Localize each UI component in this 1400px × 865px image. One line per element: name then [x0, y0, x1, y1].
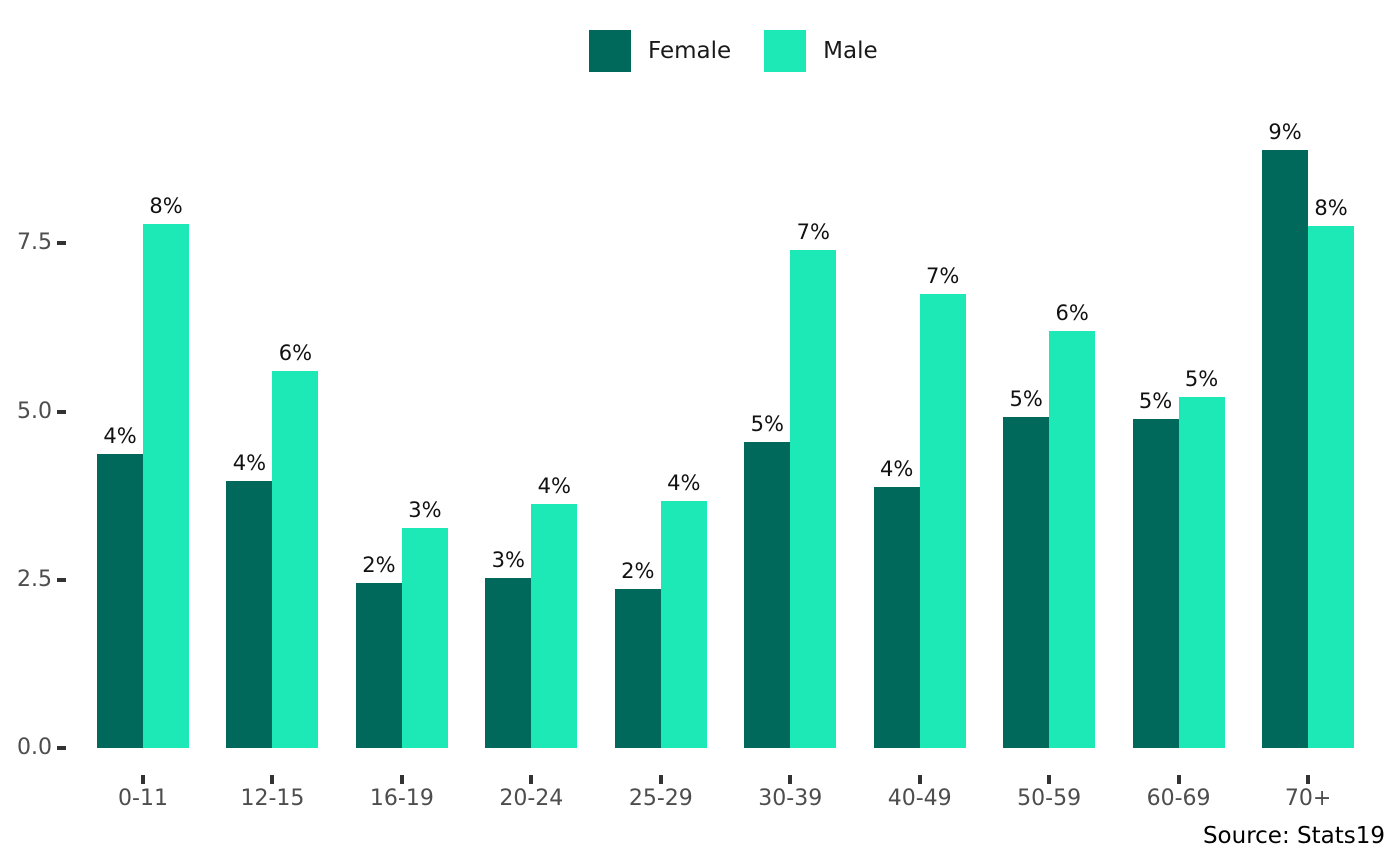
bar-female: [1262, 149, 1309, 748]
x-axis-tick-label: 30-39: [758, 786, 823, 811]
bar-female: [614, 589, 661, 748]
x-axis-tick: [270, 775, 275, 784]
legend-item-male: Male: [764, 30, 893, 72]
bar-male: [1049, 330, 1096, 748]
bar-male: [531, 503, 578, 748]
bar-male: [401, 527, 448, 748]
bar-value-label: 5%: [1138, 388, 1173, 413]
x-axis-tick-label: 70+: [1284, 786, 1332, 811]
bar-female: [485, 578, 532, 748]
bar-female: [873, 486, 920, 748]
female-color-swatch: [589, 30, 631, 72]
legend: Female Male: [589, 30, 894, 72]
x-axis-tick-label: 40-49: [887, 786, 952, 811]
bar-value-label: 4%: [537, 473, 571, 498]
x-axis-tick: [788, 775, 793, 784]
bar-value-label: 2%: [621, 559, 655, 584]
x-axis-tick-label: 60-69: [1146, 786, 1211, 811]
bar-female: [226, 480, 273, 748]
y-axis-tick-label: 2.5: [17, 566, 52, 592]
bar-female: [97, 453, 143, 748]
bar-value-label: 3%: [408, 497, 442, 522]
bar-value-label: 6%: [278, 341, 313, 366]
x-axis-tick: [141, 775, 145, 784]
bar-value-label: 4%: [103, 423, 137, 448]
bar-value-label: 8%: [1314, 196, 1348, 221]
bar-value-label: 8%: [149, 194, 183, 219]
bar-value-label: 5%: [1184, 366, 1219, 391]
bar-male: [790, 249, 837, 748]
x-axis-tick: [658, 775, 663, 784]
bar-male: [660, 501, 707, 748]
bar-value-label: 3%: [491, 548, 525, 573]
x-axis-tick: [1047, 775, 1052, 784]
male-color-swatch: [764, 30, 807, 72]
legend-label-male: Male: [823, 38, 878, 64]
bar-female: [744, 442, 791, 748]
x-axis-tick: [529, 775, 534, 784]
x-axis-tick: [399, 775, 404, 784]
x-axis-tick-label: 16-19: [369, 786, 434, 811]
y-axis-tick-label: 5.0: [17, 398, 52, 424]
x-axis-tick: [1176, 775, 1181, 784]
legend-item-female: Female: [589, 30, 747, 72]
bar-value-label: 6%: [1055, 300, 1089, 325]
bar-value-label: 7%: [926, 264, 960, 289]
bar-value-label: 2%: [362, 553, 396, 578]
bar-male: [919, 294, 966, 748]
x-axis-tick-label: 12-15: [240, 786, 305, 811]
x-axis-tick-label: 20-24: [499, 786, 564, 811]
bar-value-label: 4%: [880, 456, 914, 481]
y-axis-tick: [57, 241, 66, 246]
x-axis-tick-label: 50-59: [1017, 786, 1082, 811]
bar-value-label: 4%: [667, 471, 701, 495]
y-axis-tick: [57, 746, 66, 750]
y-axis-tick-label: 0.0: [17, 735, 52, 760]
bar-male: [272, 371, 319, 748]
bar-value-label: 5%: [1009, 386, 1043, 411]
y-axis-tick-label: 7.5: [17, 230, 52, 256]
y-axis-tick: [57, 409, 66, 414]
legend-label-female: Female: [648, 38, 732, 64]
bar-male: [1178, 396, 1225, 748]
bar-male: [143, 224, 189, 748]
x-axis-tick: [1306, 775, 1311, 784]
bar-male: [1308, 226, 1355, 748]
source-caption: Source: Stats19: [1202, 823, 1385, 849]
bar-female: [1003, 416, 1050, 748]
x-axis-tick-label: 0-11: [118, 786, 168, 811]
y-axis-tick: [57, 577, 66, 582]
bar-female: [1132, 418, 1179, 748]
x-axis-tick: [917, 775, 922, 784]
x-axis-tick-label: 25-29: [628, 786, 693, 811]
bar-value-label: 4%: [232, 450, 267, 475]
bar-value-label: 7%: [796, 219, 830, 244]
bar-value-label: 5%: [750, 412, 784, 437]
bar-value-label: 9%: [1268, 119, 1302, 144]
bar-female: [355, 583, 402, 748]
